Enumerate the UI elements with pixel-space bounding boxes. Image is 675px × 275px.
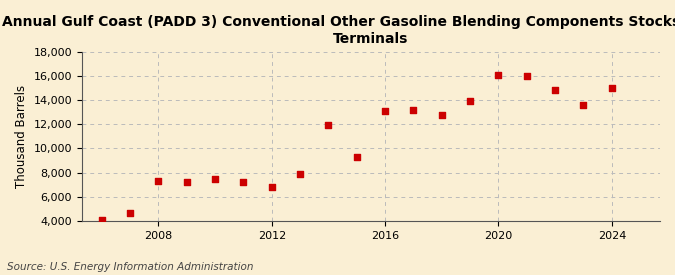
Point bbox=[153, 179, 164, 183]
Point bbox=[295, 172, 306, 177]
Point bbox=[182, 180, 192, 185]
Point bbox=[408, 108, 419, 112]
Point bbox=[125, 210, 136, 215]
Point bbox=[97, 218, 107, 223]
Point bbox=[493, 72, 504, 77]
Point bbox=[267, 185, 277, 189]
Point bbox=[210, 177, 221, 181]
Text: Source: U.S. Energy Information Administration: Source: U.S. Energy Information Administ… bbox=[7, 262, 253, 272]
Point bbox=[380, 109, 391, 113]
Point bbox=[352, 155, 362, 159]
Point bbox=[464, 99, 475, 103]
Y-axis label: Thousand Barrels: Thousand Barrels bbox=[15, 85, 28, 188]
Point bbox=[437, 112, 448, 117]
Point bbox=[549, 88, 560, 93]
Point bbox=[606, 86, 617, 90]
Point bbox=[578, 103, 589, 107]
Point bbox=[323, 123, 334, 128]
Title: Annual Gulf Coast (PADD 3) Conventional Other Gasoline Blending Components Stock: Annual Gulf Coast (PADD 3) Conventional … bbox=[2, 15, 675, 46]
Point bbox=[238, 180, 249, 185]
Point bbox=[521, 74, 532, 78]
